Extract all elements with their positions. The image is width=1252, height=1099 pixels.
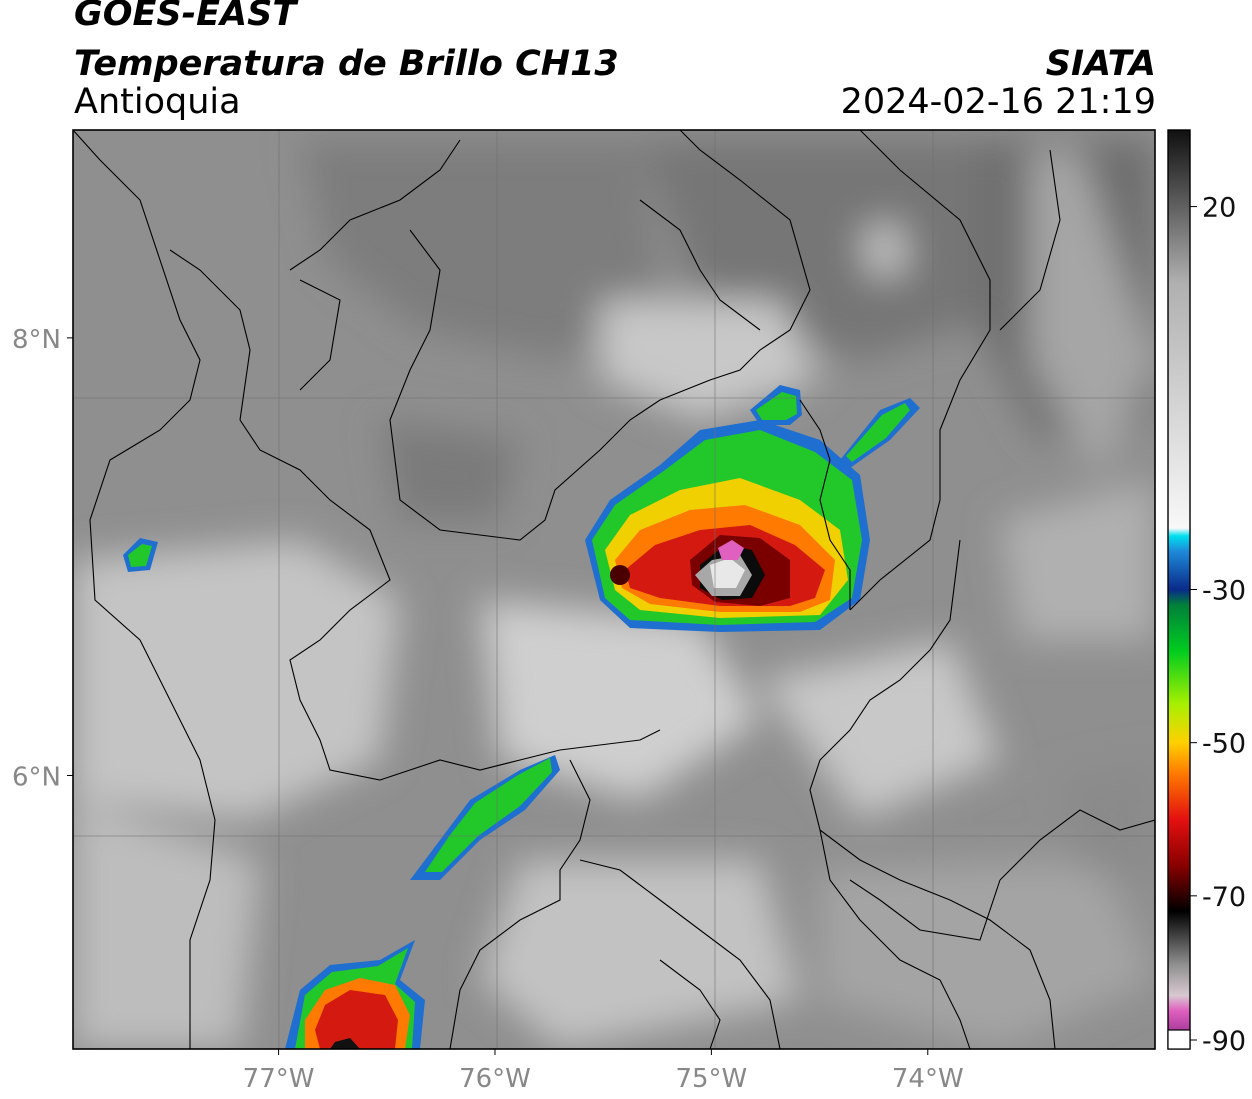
cold-cloud-southwest-band — [285, 755, 560, 1049]
colorbar-tick-label: -90 — [1202, 1026, 1246, 1057]
colorbar: 20 -30 -50 -70 -90 — [1167, 129, 1246, 1057]
lon-tick-label: 77°W — [243, 1064, 315, 1094]
map-gridlines — [73, 130, 1155, 1049]
colorbar-tick-label: -50 — [1202, 729, 1246, 760]
lon-tick-label: 75°W — [675, 1064, 747, 1094]
colorbar-ticks: 20 -30 -50 -70 -90 — [1190, 193, 1246, 1057]
colorbar-tick-label: -30 — [1202, 576, 1246, 607]
lat-tick-label: 6°N — [12, 762, 61, 792]
map-frame — [72, 129, 1156, 1050]
lon-tick-label: 76°W — [459, 1064, 531, 1094]
cloud-texture-layer — [73, 140, 1155, 1049]
map-axis-ticks: 77°W 76°W 75°W 74°W 8°N 6°N — [12, 325, 964, 1094]
colorbar-body — [1167, 129, 1191, 1050]
source-title: SIATA — [1045, 44, 1156, 84]
colorbar-tick-label: -70 — [1202, 882, 1246, 913]
administrative-borders — [73, 130, 1155, 1049]
region-title: Antioquia — [74, 82, 241, 122]
lat-tick-label: 8°N — [12, 325, 61, 355]
lon-tick-label: 74°W — [892, 1064, 964, 1094]
colorbar-under-box — [1167, 1029, 1191, 1050]
datetime-title: 2024-02-16 21:19 — [840, 82, 1156, 122]
product-title: Temperatura de Brillo CH13 — [74, 44, 619, 84]
satellite-title: GOES-EAST — [74, 0, 297, 34]
cold-cloud-small-cells — [123, 385, 920, 572]
colorbar-tick-label: 20 — [1202, 193, 1236, 224]
cold-cloud-north-cluster — [585, 420, 870, 632]
map-plot-area — [73, 130, 1155, 1049]
